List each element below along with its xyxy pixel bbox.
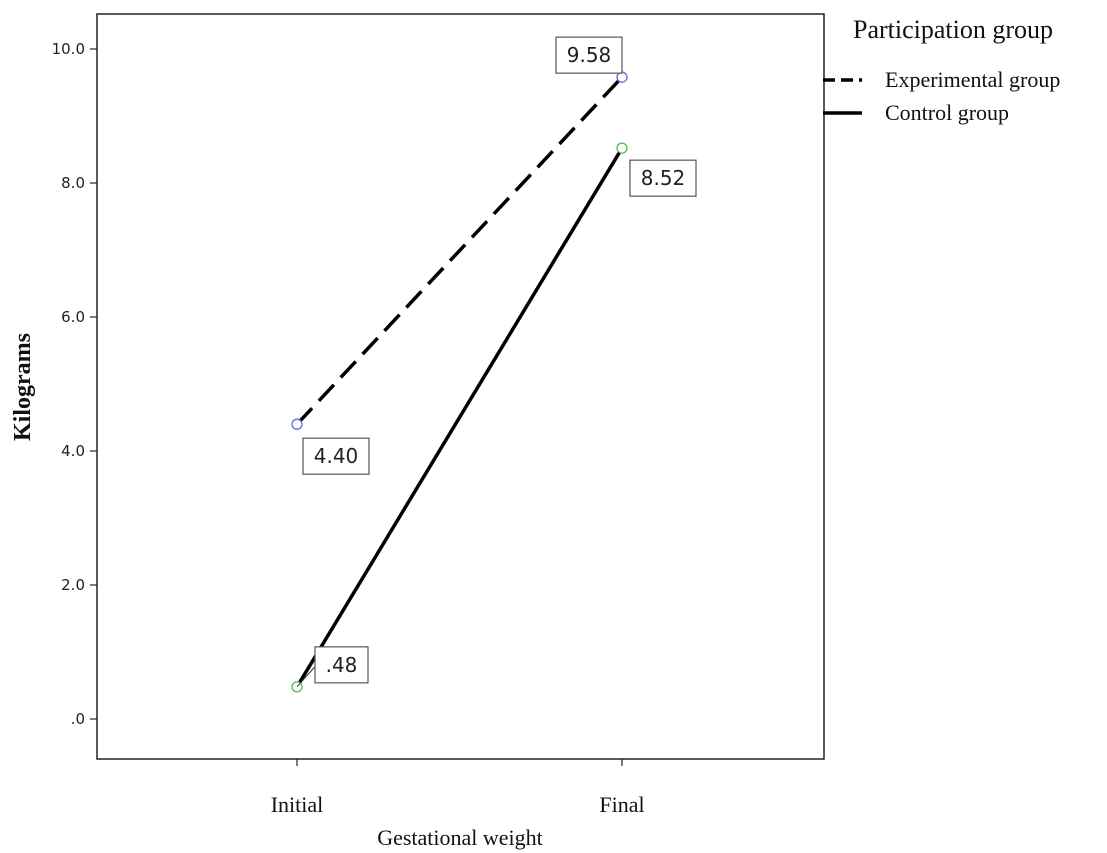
x-tick-label: Initial xyxy=(271,792,324,817)
data-label-pointer xyxy=(296,666,316,688)
data-labels: 4.40 9.58 .48 8.52 xyxy=(296,36,697,688)
series-layer xyxy=(291,71,628,693)
x-axis-title: Gestational weight xyxy=(377,825,543,850)
series-line-experimental xyxy=(295,75,624,426)
data-label: 8.52 xyxy=(641,166,686,190)
plot-frame xyxy=(96,13,825,760)
y-tick-label: 8.0 xyxy=(61,174,85,192)
legend-label-control: Control group xyxy=(885,100,1009,125)
y-tick-label: 6.0 xyxy=(61,308,85,326)
data-label: 9.58 xyxy=(567,43,612,67)
data-label-box xyxy=(629,159,697,197)
y-axis-title: Kilograms xyxy=(10,333,36,441)
series-line-control xyxy=(295,147,624,688)
legend-label-experimental: Experimental group xyxy=(885,67,1060,92)
data-label-box xyxy=(302,437,370,475)
y-tick-label: .0 xyxy=(71,710,85,728)
data-label: .48 xyxy=(326,653,358,677)
y-tick-label: 4.0 xyxy=(61,442,85,460)
data-label-box xyxy=(555,36,623,74)
y-tick-label: 10.0 xyxy=(52,40,85,58)
x-axis: Initial Final xyxy=(271,759,645,817)
y-axis: .0 2.0 4.0 6.0 8.0 10.0 xyxy=(52,40,97,728)
data-point xyxy=(616,142,628,154)
data-label-box xyxy=(314,646,369,684)
y-tick-label: 2.0 xyxy=(61,576,85,594)
legend: Participation group Experimental group C… xyxy=(823,15,1060,125)
legend-title: Participation group xyxy=(853,15,1053,44)
data-point xyxy=(291,418,303,430)
x-tick-label: Final xyxy=(599,792,644,817)
data-label: 4.40 xyxy=(314,444,359,468)
